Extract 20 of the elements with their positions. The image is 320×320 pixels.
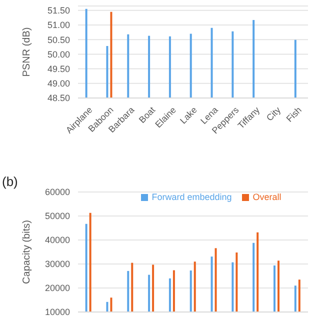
y-tick-label: 48.50 (47, 93, 70, 104)
y-tick-label: 50.00 (47, 49, 70, 60)
y-tick-label: 40000 (44, 235, 70, 246)
y-tick-label: 20000 (44, 283, 70, 294)
x-tick-label: Fish (284, 104, 304, 124)
x-tick-label: City (264, 104, 283, 123)
y-tick-label: 10000 (44, 307, 70, 318)
y-tick-label: 30000 (44, 259, 70, 270)
legend-label: Overall (252, 192, 282, 202)
y-tick-label: 49.00 (47, 78, 70, 89)
y-tick-label: 50000 (44, 211, 70, 222)
y-tick-label: 49.50 (47, 64, 70, 74)
y-tick-label: 51.50 (47, 6, 70, 16)
y-tick-label: 60000 (44, 187, 70, 198)
y-tick-label: 50.50 (47, 34, 70, 45)
y-tick-label: 51.00 (47, 20, 70, 30)
legend-label: Forward embedding (152, 192, 232, 202)
y-axis-title: Capacity (bits) (22, 220, 33, 284)
y-axis-title: PSNR (dB) (22, 27, 33, 77)
chart-title: (b) (2, 174, 18, 189)
